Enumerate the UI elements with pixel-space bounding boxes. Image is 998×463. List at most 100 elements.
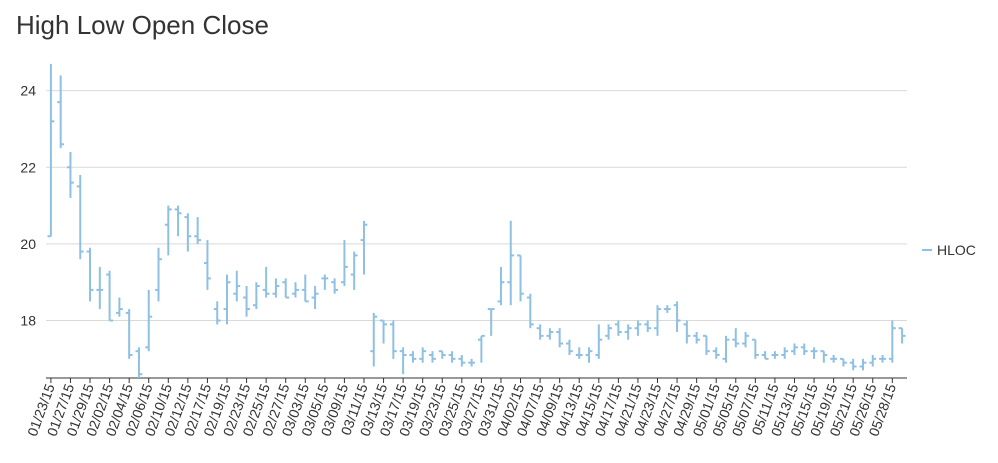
hloc-bar <box>213 301 221 325</box>
hloc-bar <box>321 274 329 290</box>
hloc-bar <box>683 320 691 344</box>
hloc-bar <box>125 309 133 359</box>
hloc-bar <box>556 328 564 348</box>
hloc-bar <box>243 286 250 317</box>
legend-label: HLOC <box>937 242 976 258</box>
hloc-bar <box>536 324 544 340</box>
hloc-bar <box>722 335 730 363</box>
hloc-bar <box>115 297 123 317</box>
hloc-bar <box>879 355 886 363</box>
hloc-bar <box>859 358 867 371</box>
hloc-bar <box>771 351 779 359</box>
hloc-bar <box>174 205 182 237</box>
hloc-bar <box>399 347 407 375</box>
hloc-bar <box>703 334 710 356</box>
hloc-bar <box>634 320 642 336</box>
chart-title: High Low Open Close <box>16 10 269 40</box>
hloc-bar <box>732 328 740 348</box>
hloc-bar <box>781 347 789 359</box>
hloc-bar <box>360 220 368 275</box>
hloc-bar <box>252 282 260 310</box>
hloc-bar <box>86 247 94 302</box>
hloc-bar <box>585 347 593 363</box>
hloc-bar <box>184 213 192 252</box>
hloc-series <box>47 63 906 378</box>
hloc-bar <box>47 63 55 238</box>
hloc-bar <box>487 308 495 336</box>
hloc-bar <box>869 355 877 367</box>
hloc-bar <box>742 332 749 348</box>
hloc-bar <box>380 319 387 344</box>
hloc-bar <box>507 220 515 306</box>
hloc-bar <box>262 266 270 298</box>
grid-lines <box>46 90 907 322</box>
y-tick-label: 18 <box>20 313 36 329</box>
hloc-bar <box>96 266 104 310</box>
hloc-bar <box>233 270 241 302</box>
hloc-bar <box>155 247 162 302</box>
hloc-bar <box>477 334 485 363</box>
hloc-bar <box>311 286 319 310</box>
hloc-bar <box>693 332 701 344</box>
hloc-bar <box>76 174 84 260</box>
hloc-bar <box>575 347 583 359</box>
hloc-bar <box>595 324 603 359</box>
hloc-bar <box>340 240 348 287</box>
hloc-bar <box>468 358 476 367</box>
hloc-bar <box>526 293 534 329</box>
hloc-bar <box>331 278 339 294</box>
hloc-bar <box>614 320 622 336</box>
hloc-bar <box>106 270 114 322</box>
hloc-bar <box>429 351 436 363</box>
hloc-bar <box>830 355 838 363</box>
axes: 18 20 22 24 <box>20 83 907 379</box>
hloc-bar <box>566 339 573 356</box>
hloc-bar <box>301 274 309 303</box>
hloc-bar <box>654 305 661 336</box>
y-tick-label: 20 <box>20 236 36 252</box>
hloc-bar <box>839 357 847 367</box>
hloc-bar <box>145 289 153 352</box>
hloc-bar <box>223 274 231 325</box>
hloc-bar <box>624 324 632 340</box>
hloc-bar <box>663 305 671 313</box>
hloc-bar <box>350 251 358 290</box>
hloc-bar <box>761 351 769 360</box>
hloc-bar <box>448 351 456 363</box>
hloc-bar <box>791 343 798 356</box>
hloc-bar <box>409 351 417 363</box>
hloc-bar <box>282 278 290 299</box>
hloc-bar <box>849 358 857 371</box>
hloc-bar <box>820 350 828 363</box>
hloc-bar <box>712 347 720 359</box>
hloc-bar <box>164 205 172 256</box>
hloc-bar <box>135 347 143 378</box>
hloc-bar <box>673 301 681 333</box>
hloc-bar <box>898 327 906 344</box>
hloc-bar <box>204 240 211 290</box>
hloc-bar <box>419 347 427 363</box>
hloc-bar <box>800 343 808 356</box>
hloc-bar <box>546 328 554 340</box>
hloc-bar <box>517 254 524 302</box>
hloc-bar <box>272 278 280 298</box>
hloc-bar <box>810 347 818 359</box>
hloc-bar <box>370 312 378 367</box>
hloc-bar <box>292 282 299 298</box>
hloc-bar <box>194 217 202 244</box>
hloc-bar <box>888 320 896 363</box>
hloc-bar <box>389 320 397 359</box>
hloc-bar <box>497 266 505 306</box>
hloc-bar <box>438 350 446 359</box>
hloc-bar <box>751 338 759 359</box>
hloc-bar <box>605 324 613 340</box>
x-tick-labels: 01/23/1501/27/1501/29/1502/02/1502/04/15… <box>24 378 899 438</box>
hloc-bar <box>644 320 652 333</box>
legend: HLOC <box>922 242 976 258</box>
hloc-bar <box>57 75 65 149</box>
y-tick-label: 22 <box>20 159 36 175</box>
y-tick-label: 24 <box>20 83 36 99</box>
hloc-bar <box>458 355 466 367</box>
